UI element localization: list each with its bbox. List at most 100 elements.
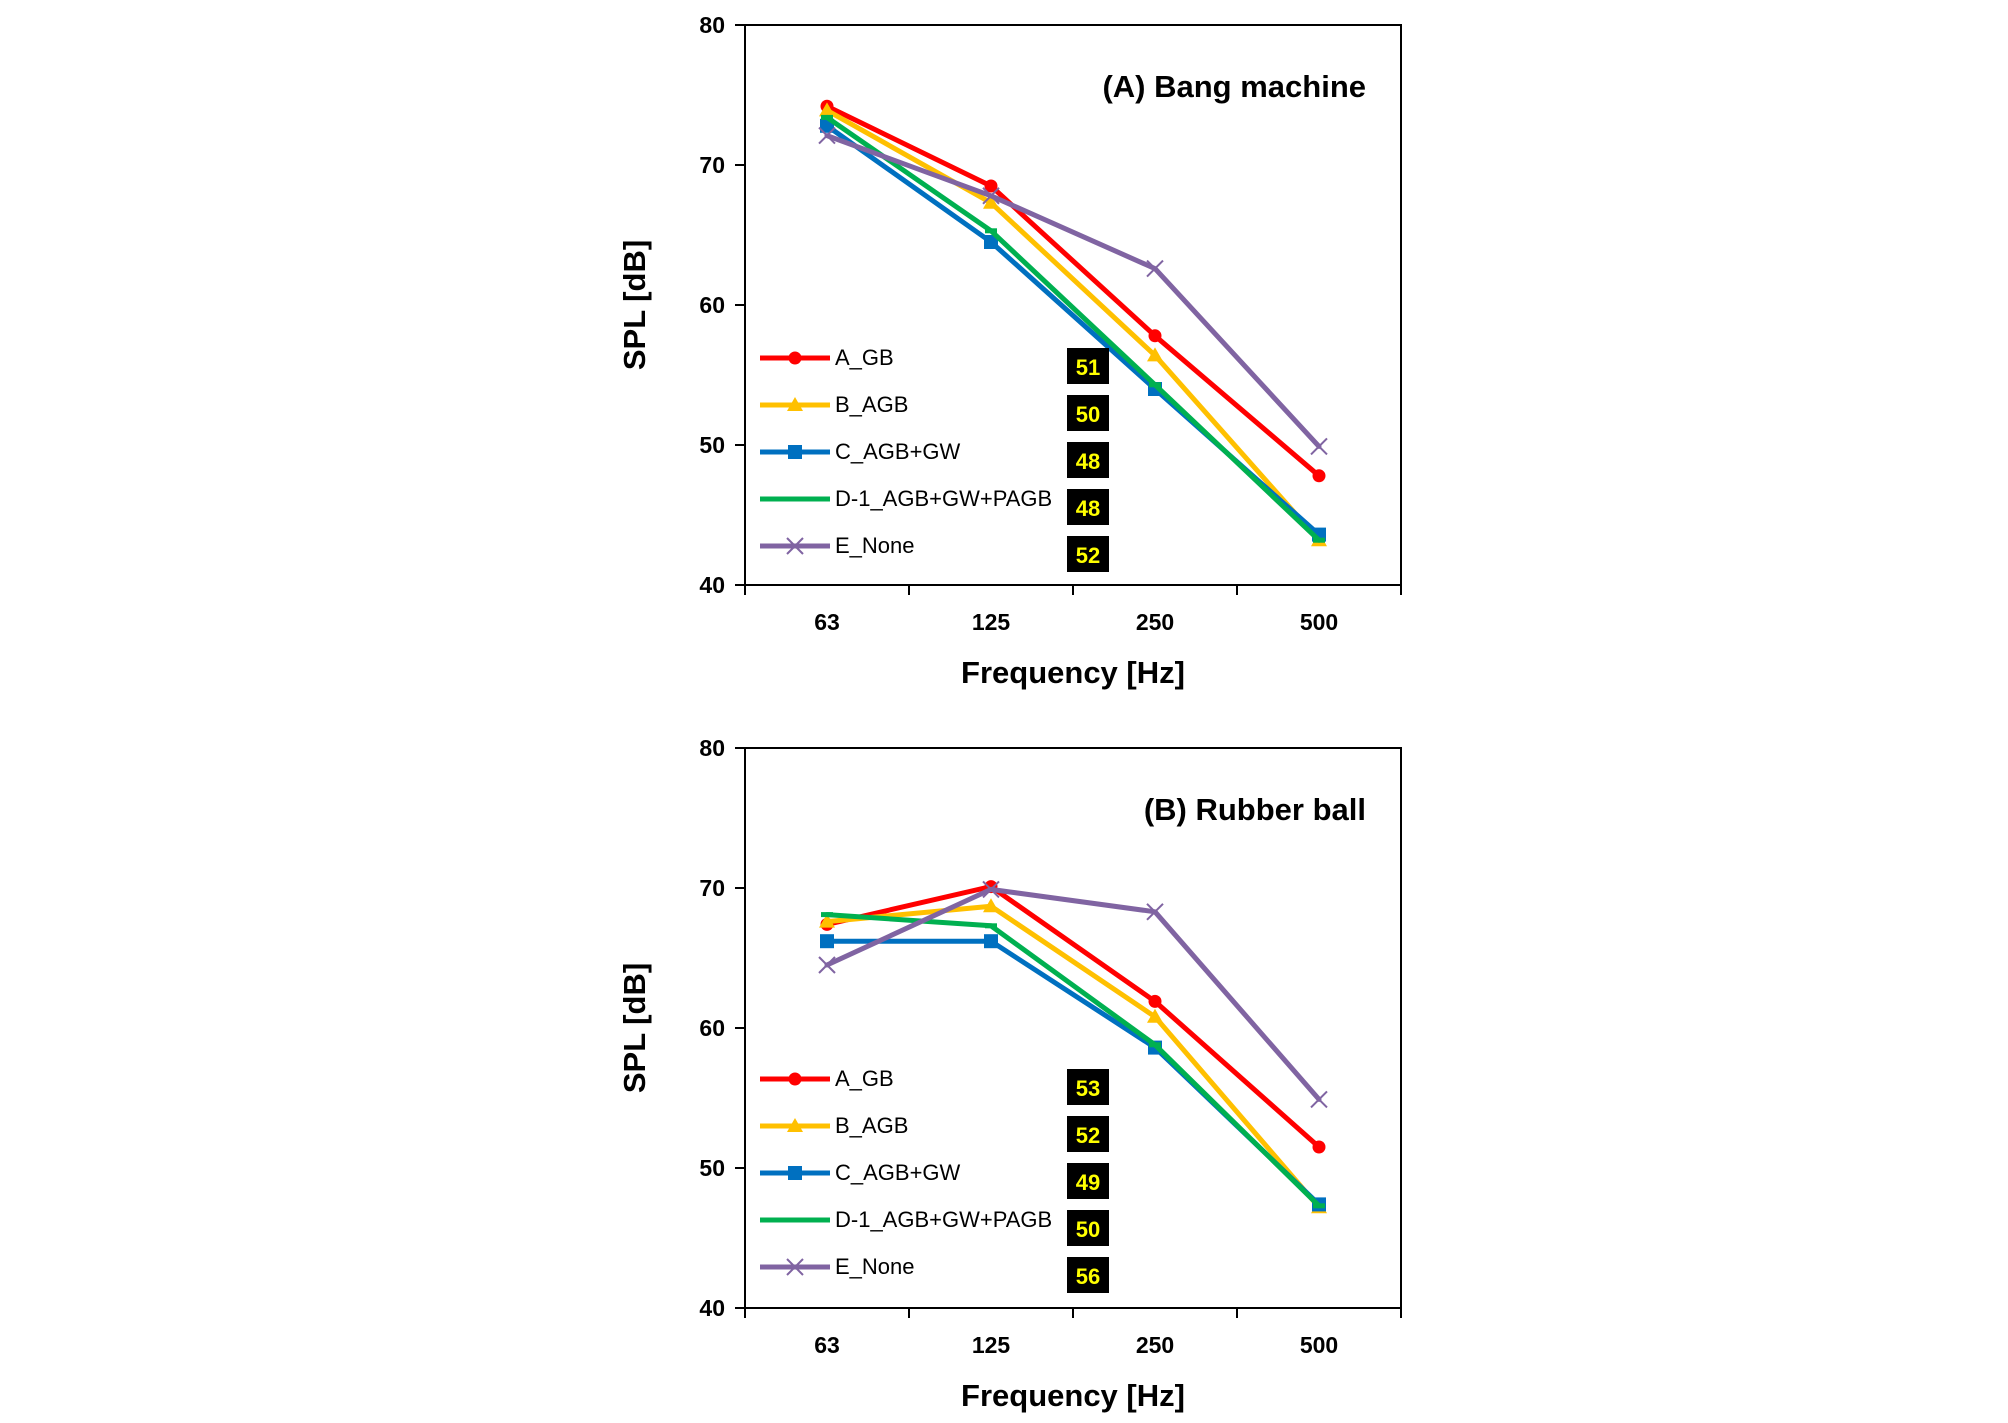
data-point <box>984 235 998 249</box>
data-point <box>985 923 997 929</box>
y-tick-label: 50 <box>699 1155 725 1181</box>
series-b-agb <box>819 102 1327 547</box>
data-point <box>1313 537 1325 543</box>
score-badge-value: 49 <box>1076 1170 1100 1195</box>
y-axis-title: SPL [dB] <box>617 240 652 370</box>
legend-item-a-gb: A_GB 53 <box>760 1066 1109 1105</box>
legend-label: B_AGB <box>835 1113 908 1138</box>
legend-marker <box>788 351 802 365</box>
data-point-stroke-b <box>1146 259 1164 278</box>
legend-marker <box>786 537 804 555</box>
data-point <box>1147 1008 1163 1023</box>
data-point <box>820 934 834 949</box>
score-badge-bg <box>1067 1116 1109 1152</box>
data-point <box>983 194 999 209</box>
y-tick-label: 70 <box>699 875 725 901</box>
score-badge-value: 51 <box>1076 355 1100 380</box>
x-tick-label: 500 <box>1300 609 1338 635</box>
series-d-1-agb-gw-pagb <box>821 912 1325 1209</box>
data-point <box>1312 1140 1326 1154</box>
data-point <box>1312 469 1326 483</box>
series-line-a-gb <box>824 884 1322 1150</box>
data-point <box>819 913 835 928</box>
legend-marker <box>788 1166 802 1180</box>
y-tick-label: 60 <box>699 292 725 318</box>
score-badge-bg <box>1067 348 1109 384</box>
score-badge-value: 52 <box>1076 543 1100 568</box>
data-point <box>818 956 836 974</box>
legend-item-a-gb: A_GB 51 <box>760 345 1109 384</box>
data-point <box>1146 259 1164 278</box>
data-point <box>821 912 833 918</box>
data-point <box>1310 1090 1328 1109</box>
data-point <box>983 898 999 913</box>
score-badge-bg <box>1067 1257 1109 1293</box>
data-point <box>1148 329 1162 343</box>
legend-marker <box>787 397 803 411</box>
legend-item-e-none: E_None 52 <box>760 533 1109 572</box>
legend-label: A_GB <box>835 1066 894 1091</box>
data-point-stroke-b <box>982 880 1000 899</box>
x-tick-label: 500 <box>1300 1332 1338 1358</box>
score-badge-bg <box>1067 395 1109 431</box>
legend-marker <box>787 1118 803 1132</box>
x-axis-title: Frequency [Hz] <box>961 1378 1185 1413</box>
x-tick-label: 125 <box>972 1332 1011 1358</box>
y-axis-title: SPL [dB] <box>617 963 652 1093</box>
score-badge-bg <box>1067 536 1109 572</box>
legend-item-c-agb-gw: C_AGB+GW 49 <box>760 1160 1109 1199</box>
data-point <box>1146 903 1164 921</box>
legend-marker-stroke-b <box>786 537 804 555</box>
series-d-1-agb-gw-pagb <box>821 114 1325 543</box>
series-line-e-none <box>824 886 1322 1102</box>
data-point <box>985 228 997 234</box>
panel-title: (B) Rubber ball <box>1144 792 1366 827</box>
score-badge-bg <box>1067 1210 1109 1246</box>
series-line-d-1-agb-gw-pagb <box>824 912 1322 1209</box>
legend-marker <box>786 1258 804 1276</box>
score-badge-value: 48 <box>1076 496 1100 521</box>
series-line-e-none <box>824 133 1322 449</box>
legend-label: D-1_AGB+GW+PAGB <box>835 486 1052 511</box>
legend-label: C_AGB+GW <box>835 439 961 464</box>
score-badge-value: 56 <box>1076 1264 1100 1289</box>
x-tick-label: 63 <box>814 609 840 635</box>
series-line-b-agb <box>824 903 1322 1210</box>
score-badge-value: 48 <box>1076 449 1100 474</box>
y-tick-label: 50 <box>699 432 725 458</box>
data-point <box>984 179 998 193</box>
chart-panel-bang-machine: 40 50 60 70 80 63 125 250 500 Frequency [Hz] SPL [… <box>617 12 1402 690</box>
data-point <box>1148 994 1162 1008</box>
data-point-stroke-b <box>818 956 836 974</box>
x-tick-label: 250 <box>1136 1332 1174 1358</box>
legend-item-c-agb-gw: C_AGB+GW 48 <box>760 439 1109 478</box>
data-point-stroke-b <box>818 126 836 145</box>
legend-label: E_None <box>835 533 915 558</box>
score-badge-value: 50 <box>1076 402 1100 427</box>
score-badge-value: 53 <box>1076 1076 1100 1101</box>
data-point <box>984 934 998 949</box>
legend-label: B_AGB <box>835 392 908 417</box>
score-badge-bg <box>1067 1163 1109 1199</box>
data-point <box>818 126 836 145</box>
legend-marker <box>789 1217 801 1223</box>
legend: A_GB 51 B_AGB 50 C_AGB+GW 48 D-1_AGB+GW+PAGB 48… <box>760 345 1109 572</box>
y-tick-label: 80 <box>699 735 725 761</box>
y-tick-label: 40 <box>699 1295 725 1321</box>
data-point <box>1149 1042 1161 1048</box>
data-point <box>821 114 833 120</box>
legend-marker <box>788 1072 802 1086</box>
y-tick-label: 80 <box>699 12 725 38</box>
score-badge-bg <box>1067 1069 1109 1105</box>
series-e-none <box>818 880 1328 1109</box>
legend-label: A_GB <box>835 345 894 370</box>
series-line-d-1-agb-gw-pagb <box>824 114 1322 543</box>
data-point-stroke-b <box>982 187 1000 205</box>
data-point-stroke-b <box>1310 437 1328 456</box>
legend-item-e-none: E_None 56 <box>760 1254 1109 1293</box>
series-e-none <box>818 126 1328 456</box>
y-tick-label: 70 <box>699 152 725 178</box>
legend-marker-stroke-b <box>786 1258 804 1276</box>
data-point <box>1149 382 1161 388</box>
